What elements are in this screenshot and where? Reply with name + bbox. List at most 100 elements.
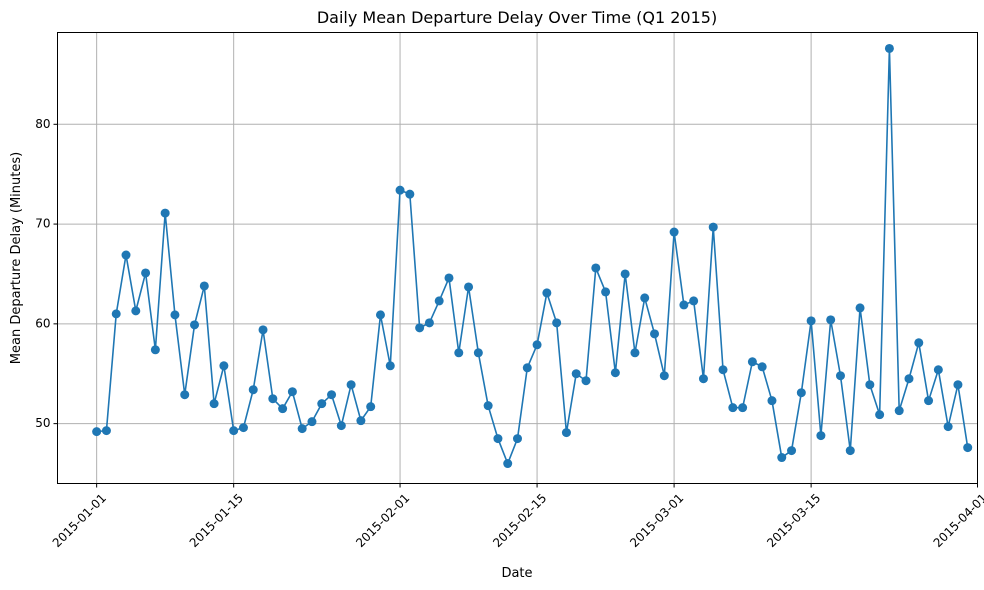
data-point (924, 396, 934, 406)
data-point (679, 300, 689, 310)
data-point (894, 406, 904, 416)
data-point (777, 453, 787, 463)
y-tick-label: 60 (35, 316, 50, 330)
data-point (757, 362, 767, 372)
data-point (131, 306, 141, 316)
data-point (395, 185, 405, 195)
data-point (424, 318, 434, 328)
data-point (738, 403, 748, 413)
data-point (542, 288, 552, 298)
data-point (610, 368, 620, 378)
data-point (287, 387, 297, 397)
data-point (933, 365, 943, 375)
data-point (806, 316, 816, 326)
data-point (659, 371, 669, 381)
x-tick-label: 2015-01-15 (187, 491, 246, 550)
plot-frame (57, 32, 978, 484)
data-point (336, 421, 346, 431)
data-point (914, 338, 924, 348)
x-tick-label: 2015-04-01 (931, 491, 984, 550)
data-point (238, 423, 248, 433)
x-tick-label: 2015-03-01 (627, 491, 686, 550)
data-point (111, 309, 121, 319)
data-point (904, 374, 914, 384)
data-point (571, 369, 581, 379)
data-point (160, 208, 170, 218)
data-point (728, 403, 738, 413)
data-point (708, 222, 718, 232)
data-point (503, 459, 513, 469)
data-point (219, 361, 229, 371)
data-point (875, 410, 885, 420)
data-point (405, 189, 415, 199)
data-point (248, 385, 258, 395)
y-axis-label: Mean Departure Delay (Minutes) (9, 152, 24, 364)
data-point (630, 348, 640, 358)
data-point (718, 365, 728, 375)
data-point (601, 287, 611, 297)
data-point (170, 310, 180, 320)
data-point (865, 380, 875, 390)
data-point (199, 281, 209, 291)
chart-title: Daily Mean Departure Delay Over Time (Q1… (317, 8, 717, 27)
data-point (209, 399, 219, 409)
data-point (101, 426, 111, 436)
data-point (816, 431, 826, 441)
data-point (513, 434, 522, 444)
series-line (96, 47, 969, 465)
x-tick-label: 2015-01-01 (50, 491, 109, 550)
data-point (375, 310, 385, 320)
data-point (92, 427, 102, 437)
data-point (258, 325, 268, 335)
data-point (385, 361, 395, 371)
data-point (121, 250, 131, 260)
data-point (522, 363, 532, 373)
data-point (366, 402, 376, 412)
data-point (963, 443, 973, 453)
data-point (141, 268, 151, 278)
data-point (581, 376, 591, 386)
data-point (650, 329, 660, 339)
x-tick-label: 2015-03-15 (764, 491, 823, 550)
data-point (689, 296, 699, 306)
grid (57, 32, 978, 484)
data-point (698, 374, 708, 384)
data-point (826, 315, 836, 325)
series (92, 43, 973, 469)
data-point (317, 399, 327, 409)
y-tick-label: 80 (35, 117, 50, 131)
data-point (591, 263, 601, 273)
data-point (787, 446, 797, 456)
data-point (454, 348, 464, 358)
data-point (943, 422, 953, 432)
data-point (150, 345, 160, 355)
y-tick-label: 50 (35, 416, 50, 430)
x-tick-label: 2015-02-01 (353, 491, 412, 550)
data-point (640, 293, 650, 303)
x-tick-label: 2015-02-15 (490, 491, 549, 550)
data-point (561, 428, 571, 438)
data-point (473, 348, 483, 358)
data-point (884, 43, 894, 53)
data-point (845, 446, 855, 456)
data-point (953, 380, 963, 390)
data-point (620, 269, 630, 279)
data-point (297, 424, 307, 434)
data-point (835, 371, 845, 381)
data-point (464, 282, 474, 292)
data-point (180, 390, 190, 400)
data-point (855, 303, 865, 313)
data-point (532, 340, 542, 350)
data-point (493, 434, 503, 444)
data-point (190, 320, 200, 330)
data-point (346, 380, 356, 390)
data-point (278, 404, 288, 414)
data-point (229, 426, 239, 436)
data-point (747, 357, 757, 367)
data-point (796, 388, 806, 398)
data-point (327, 390, 337, 400)
data-point (434, 296, 444, 306)
data-point (483, 401, 493, 411)
y-tick-label: 70 (35, 217, 50, 231)
data-point (307, 417, 317, 427)
